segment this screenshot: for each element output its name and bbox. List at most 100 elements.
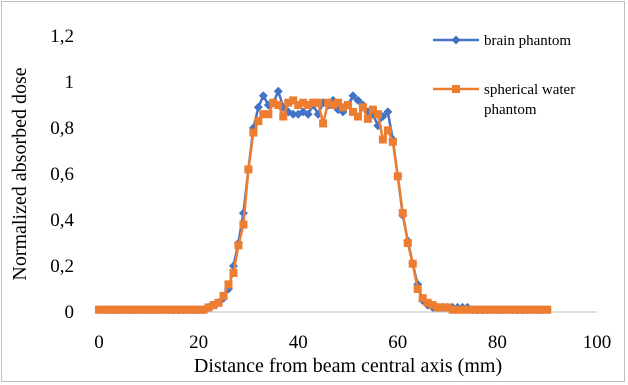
x-tick-label: 0 [94,332,104,353]
data-point [254,117,263,126]
data-point [324,98,333,107]
y-tick-label: 0,8 [50,118,74,139]
data-point [468,305,477,314]
data-point [95,305,103,314]
x-tick-label: 60 [388,332,407,353]
data-point [498,305,507,314]
series-line [99,99,548,311]
data-point [284,98,293,107]
x-tick-label: 40 [289,332,308,353]
data-point [383,107,393,117]
data-point [478,305,487,314]
x-tick-label: 80 [488,332,507,353]
data-point [104,305,113,314]
data-point [149,305,158,314]
data-point [448,305,457,314]
x-axis-title: Distance from beam central axis (mm) [194,355,502,377]
data-point [303,109,313,119]
data-point [264,110,273,119]
data-point [543,305,552,314]
y-tick-label: 0,2 [50,256,74,277]
data-point [418,294,427,303]
y-tick-label: 0,6 [50,164,74,185]
data-point [403,239,412,247]
data-point [473,305,482,314]
data-point [288,109,298,119]
data-point [258,91,268,101]
data-point [523,305,532,314]
data-point [154,305,163,314]
x-tick-label: 100 [583,332,612,353]
data-point [309,98,318,107]
legend-item-brain-phantom: brain phantom [433,33,571,49]
data-point [249,128,258,137]
data-point [428,301,437,310]
data-point [463,305,472,314]
data-point [184,305,193,314]
legend: brain phantom spherical water phantom [433,33,579,118]
data-point [279,112,288,121]
data-point [503,305,512,314]
y-axis-title: Normalized absorbed dose [9,67,31,280]
series-layer [94,86,552,315]
data-point [244,165,253,174]
data-point [194,305,203,314]
data-point [483,305,492,314]
data-point [458,305,467,314]
data-point [413,285,422,293]
y-tick-label: 0,4 [50,210,74,231]
data-point [119,305,128,314]
data-point [348,107,357,116]
data-point [299,98,308,107]
data-point [269,98,278,107]
data-point [304,101,313,109]
data-point [378,135,387,144]
data-point [179,305,188,314]
y-axis-ticks: 0 0,2 0,4 0,6 0,8 1 1,2 [50,26,74,323]
data-point [294,101,303,109]
data-point [538,305,547,314]
data-point [388,137,397,146]
x-axis-ticks: 0 20 40 60 80 100 [94,332,611,353]
y-tick-label: 1,2 [50,26,74,47]
data-point [508,305,517,314]
legend-label-brain-phantom: brain phantom [484,33,571,49]
legend-item-spherical-water-phantom: spherical water phantom [433,82,579,118]
plot-area: 0 20 40 60 80 100 0 0,2 0,4 0,6 0,8 1 1,2 [50,26,611,353]
data-point [443,303,452,312]
data-point [533,305,542,314]
data-point [204,303,213,312]
data-point [368,105,377,114]
legend-marker-square-icon [452,85,460,93]
data-point [144,305,153,314]
data-point [334,98,343,107]
legend-label-spherical-water-phantom: spherical water phantom [484,82,579,118]
legend-label-line-1: spherical water [484,82,575,98]
data-point [139,305,148,314]
data-point [189,305,198,314]
data-point [513,305,522,314]
data-point [159,305,168,314]
data-point [408,259,417,268]
data-point [329,101,338,109]
data-point [358,103,367,112]
data-point [234,241,243,250]
data-point [344,101,352,109]
data-point [339,103,348,112]
data-point [229,268,238,277]
legend-label-line-2: phantom [484,102,537,118]
data-point [114,305,123,314]
data-point [319,119,328,128]
data-point [219,291,228,300]
data-point [224,280,233,289]
data-point [214,298,223,307]
data-point [433,303,442,312]
data-point [239,220,248,229]
data-point [209,301,218,310]
data-point [363,114,372,123]
data-point [134,305,143,314]
y-tick-label: 1 [65,72,75,93]
data-point [373,110,382,119]
